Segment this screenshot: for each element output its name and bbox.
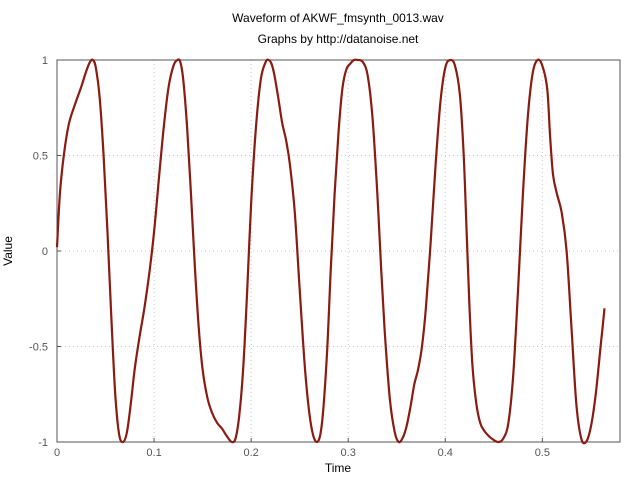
grid: [57, 60, 620, 442]
y-tick-label: -0.5: [29, 342, 48, 354]
x-tick-label: 0.4: [438, 447, 453, 459]
chart-title: Waveform of AKWF_fmsynth_0013.wav: [232, 11, 444, 25]
x-tick-label: 0: [54, 447, 60, 459]
x-axis-label: Time: [325, 461, 352, 475]
y-tick-label: -1: [38, 437, 48, 449]
x-tick-label: 0.1: [146, 447, 161, 459]
x-tick-label: 0.2: [243, 447, 258, 459]
chart-subtitle: Graphs by http://datanoise.net: [258, 32, 419, 46]
x-tick-label: 0.3: [341, 447, 356, 459]
x-tick-label: 0.5: [535, 447, 550, 459]
y-tick-label: 0.5: [33, 151, 48, 163]
y-tick-label: 0: [42, 246, 48, 258]
y-axis-label: Value: [1, 236, 15, 266]
y-tick-label: 1: [42, 55, 48, 67]
ticks: 0 0.1 0.2 0.3 0.4 0.5 -1 -0.5 0 0.5 1: [29, 55, 550, 459]
series-line-waveform: [55, 58, 606, 445]
